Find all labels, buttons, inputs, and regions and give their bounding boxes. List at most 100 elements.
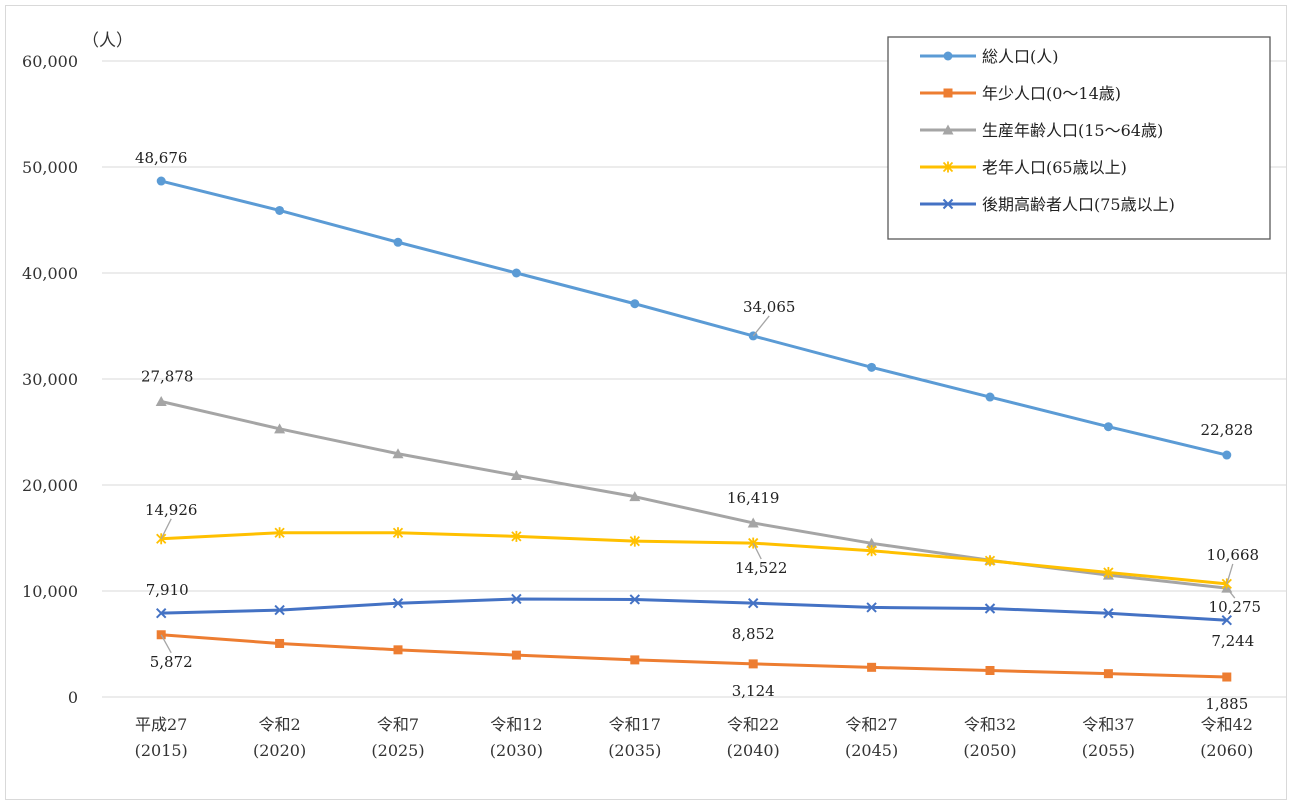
series-point	[866, 545, 877, 557]
x-tick-year: (2060)	[1200, 741, 1253, 760]
y-axis: 0 10,000 20,000 30,000 40,000 50,000 60,000	[22, 52, 78, 707]
data-label: 1,885	[1205, 695, 1248, 713]
series-point	[866, 537, 878, 548]
data-label: 14,522	[735, 559, 788, 577]
series-2	[155, 395, 1233, 593]
y-tick-label: 20,000	[22, 476, 78, 495]
series-point	[274, 604, 285, 616]
x-tick-era: 令和7	[377, 715, 419, 734]
series-point	[747, 517, 759, 528]
data-label: 14,926	[145, 501, 198, 519]
legend-label: 生産年齢人口(15～64歳)	[982, 121, 1163, 140]
legend-swatch-marker	[942, 198, 954, 210]
series-point	[984, 603, 996, 614]
legend-swatch-marker	[942, 161, 954, 173]
legend: 総人口(人) 年少人口(0～14歳) 生産年齢人口(15～64歳) 老年人口(65歳以…	[887, 36, 1271, 240]
series-group	[155, 176, 1233, 682]
label-leader	[1226, 587, 1236, 599]
series-point	[275, 638, 285, 648]
series-point	[1103, 422, 1113, 432]
x-tick-year: (2025)	[371, 741, 424, 760]
legend-label: 後期高齢者人口(75歳以上)	[982, 195, 1175, 214]
x-tick-era: 令和22	[727, 715, 779, 734]
series-point	[630, 655, 640, 665]
series-3	[156, 527, 1232, 590]
data-label: 10,668	[1207, 546, 1260, 564]
x-tick-era: 令和32	[964, 715, 1016, 734]
series-point	[1103, 669, 1113, 679]
series-point	[510, 469, 522, 480]
data-label: 27,878	[141, 367, 194, 385]
series-point	[392, 448, 404, 459]
y-tick-label: 0	[68, 688, 78, 707]
data-label: 3,124	[732, 682, 775, 700]
y-tick-label: 40,000	[22, 264, 78, 283]
series-point	[629, 594, 641, 605]
label-leader	[1226, 563, 1234, 585]
legend-swatch-marker	[942, 124, 954, 135]
y-tick-label: 60,000	[22, 52, 78, 71]
x-tick-year: (2055)	[1082, 741, 1135, 760]
series-point	[275, 205, 285, 215]
x-tick-year: (2050)	[963, 741, 1016, 760]
series-point	[274, 423, 286, 434]
legend-label: 年少人口(0～14歳)	[982, 84, 1121, 103]
series-line	[161, 531, 1227, 586]
series-point	[1103, 566, 1114, 578]
series-line	[160, 400, 1227, 590]
label-leader	[752, 542, 762, 560]
series-point	[392, 597, 404, 609]
series-point	[155, 395, 167, 406]
x-tick-era: 令和17	[609, 715, 661, 734]
legend-swatch-marker	[943, 88, 953, 98]
data-label: 34,065	[743, 298, 796, 316]
data-label: 16,419	[727, 489, 780, 507]
legend-entry: 老年人口(65歳以上)	[920, 158, 1127, 177]
series-point	[747, 597, 759, 609]
label-leader	[752, 315, 770, 337]
series-point	[393, 237, 403, 247]
x-tick-era: 令和12	[490, 715, 542, 734]
x-tick-year: (2030)	[490, 741, 543, 760]
series-point	[1221, 615, 1233, 626]
data-label: 48,676	[135, 149, 188, 167]
series-point	[156, 176, 166, 186]
y-tick-label: 10,000	[22, 582, 78, 601]
x-tick-era: 令和37	[1082, 715, 1134, 734]
data-label: 7,244	[1211, 632, 1254, 650]
legend-label: 総人口(人)	[982, 47, 1059, 66]
data-label: 5,872	[150, 653, 193, 671]
series-point	[1222, 672, 1232, 682]
y-tick-label: 50,000	[22, 158, 78, 177]
series-0	[156, 176, 1232, 460]
legend-label: 老年人口(65歳以上)	[982, 158, 1127, 177]
series-point	[984, 555, 996, 567]
series-point	[155, 607, 167, 619]
x-tick-year: (2035)	[608, 741, 661, 760]
series-point	[511, 268, 521, 278]
label-leader	[160, 518, 172, 540]
legend-entry: 年少人口(0～14歳)	[920, 84, 1121, 103]
series-point	[866, 602, 877, 613]
series-4	[155, 593, 1233, 626]
x-axis: 平成27 (2015) 令和2 (2020) 令和7 (2025) 令和12 (2030) 令和…	[135, 715, 1254, 760]
x-tick-year: (2040)	[727, 741, 780, 760]
series-point	[630, 299, 640, 309]
series-point	[393, 645, 403, 655]
legend-entry: 後期高齢者人口(75歳以上)	[920, 195, 1175, 214]
x-tick-era: 令和2	[259, 715, 301, 734]
data-label: 10,275	[1209, 598, 1262, 616]
series-1	[156, 630, 1232, 682]
series-point	[629, 535, 640, 547]
series-point	[274, 527, 285, 539]
series-point	[511, 530, 522, 542]
x-tick-year: (2015)	[135, 741, 188, 760]
x-tick-era: 令和27	[845, 715, 897, 734]
series-line	[160, 179, 1228, 457]
x-tick-era: 令和42	[1201, 715, 1253, 734]
y-unit-label: （人）	[82, 31, 133, 51]
legend-swatch-marker	[943, 51, 953, 61]
data-label: 8,852	[732, 625, 775, 643]
data-label: 22,828	[1201, 421, 1254, 439]
